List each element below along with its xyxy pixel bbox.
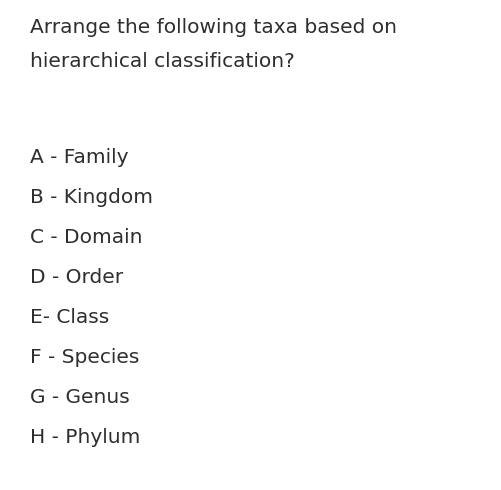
Text: C - Domain: C - Domain <box>30 228 142 247</box>
Text: B - Kingdom: B - Kingdom <box>30 188 153 207</box>
Text: D - Order: D - Order <box>30 268 123 287</box>
Text: H - Phylum: H - Phylum <box>30 428 140 447</box>
Text: hierarchical classification?: hierarchical classification? <box>30 52 295 71</box>
Text: F - Species: F - Species <box>30 348 139 367</box>
Text: E- Class: E- Class <box>30 308 109 327</box>
Text: A - Family: A - Family <box>30 148 128 167</box>
Text: Arrange the following taxa based on: Arrange the following taxa based on <box>30 18 397 37</box>
Text: G - Genus: G - Genus <box>30 388 130 407</box>
